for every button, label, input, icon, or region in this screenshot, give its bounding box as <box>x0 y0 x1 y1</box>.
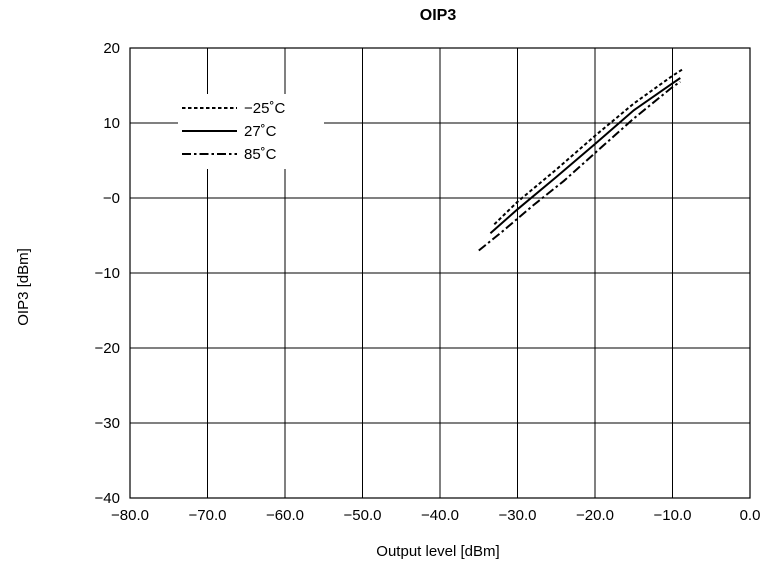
x-axis-title: Output level [dBm] <box>376 543 499 560</box>
series-line-1 <box>493 67 685 226</box>
x-tick-label: −10.0 <box>654 507 692 524</box>
y-tick-label: −20 <box>95 340 120 357</box>
y-tick-labels: −40 −30 −20 −10 −0 10 20 <box>95 40 120 507</box>
y-tick-label: −0 <box>103 190 120 207</box>
x-tick-label: −20.0 <box>576 507 614 524</box>
y-tick-label: −40 <box>95 490 120 507</box>
plot-frame <box>129 47 751 499</box>
legend-label: 27˚C <box>244 123 277 140</box>
x-tick-label: −50.0 <box>344 507 382 524</box>
grid <box>129 47 751 499</box>
series-line-2 <box>489 77 681 235</box>
legend-label: −25˚C <box>244 100 285 117</box>
x-tick-label: −60.0 <box>266 507 304 524</box>
y-axis-title: OIP3 [dBm] <box>15 248 32 326</box>
chart-title: OIP3 <box>420 7 457 24</box>
x-tick-label: −40.0 <box>421 507 459 524</box>
legend-label: 85˚C <box>244 146 277 163</box>
y-tick-label: −10 <box>95 265 120 282</box>
y-tick-label: 10 <box>103 115 120 132</box>
x-tick-label: −30.0 <box>499 507 537 524</box>
series-line-3 <box>478 80 681 252</box>
legend: −25˚C 27˚C 85˚C <box>178 94 324 169</box>
x-tick-label: −80.0 <box>111 507 149 524</box>
y-tick-label: 20 <box>103 40 120 57</box>
x-tick-label: −70.0 <box>189 507 227 524</box>
y-tick-label: −30 <box>95 415 120 432</box>
series-group <box>478 67 685 252</box>
x-tick-labels: −80.0 −70.0 −60.0 −50.0 −40.0 −30.0 −20.0 −10.0… <box>111 507 760 524</box>
x-tick-label: 0.0 <box>740 507 761 524</box>
